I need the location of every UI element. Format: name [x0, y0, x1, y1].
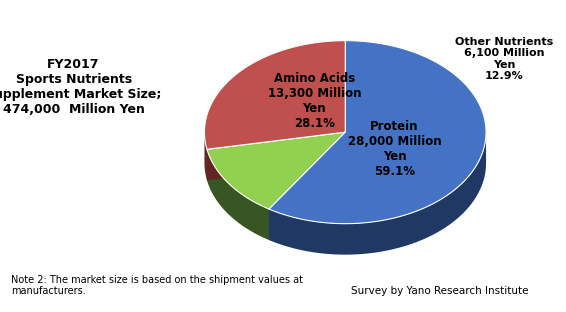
Polygon shape [204, 41, 345, 149]
Text: Note 2: The market size is based on the shipment values at
manufacturers.: Note 2: The market size is based on the … [11, 275, 303, 296]
Text: Survey by Yano Research Institute: Survey by Yano Research Institute [351, 286, 529, 296]
Polygon shape [269, 41, 486, 224]
Polygon shape [207, 149, 269, 240]
Text: Amino Acids
13,300 Million
Yen
28.1%: Amino Acids 13,300 Million Yen 28.1% [268, 72, 361, 130]
Text: FY2017
Sports Nutrients
Supplement Market Size;
474,000  Million Yen: FY2017 Sports Nutrients Supplement Marke… [0, 58, 162, 116]
Polygon shape [207, 132, 345, 209]
Text: Protein
28,000 Million
Yen
59.1%: Protein 28,000 Million Yen 59.1% [348, 120, 441, 178]
Polygon shape [269, 132, 345, 240]
Polygon shape [207, 132, 345, 180]
Polygon shape [207, 132, 345, 180]
Polygon shape [204, 131, 207, 180]
Polygon shape [269, 132, 486, 255]
Text: Other Nutrients
6,100 Million
Yen
12.9%: Other Nutrients 6,100 Million Yen 12.9% [455, 37, 554, 81]
Polygon shape [269, 132, 345, 240]
